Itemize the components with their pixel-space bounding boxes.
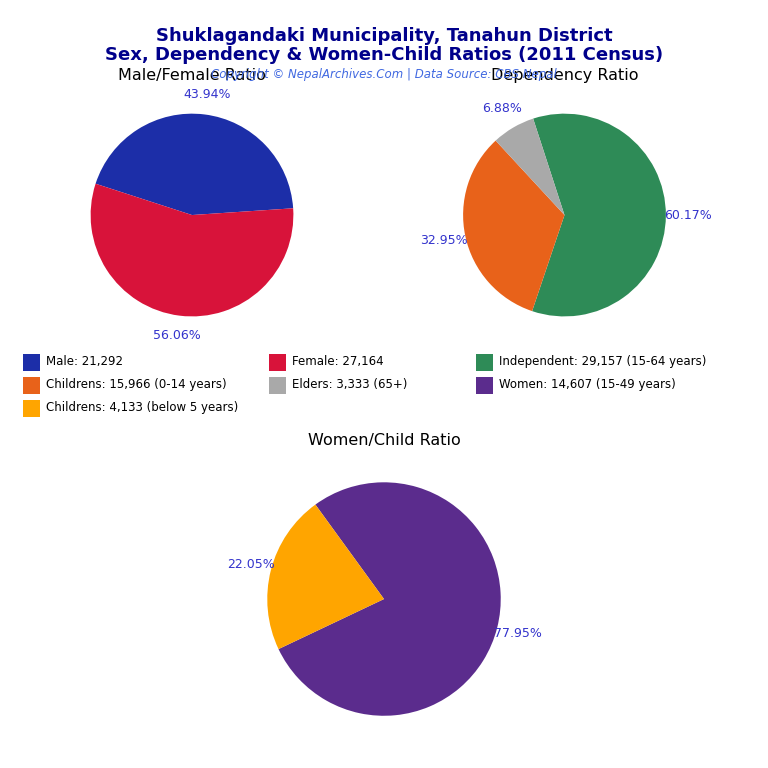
Text: 56.06%: 56.06% [153, 329, 201, 343]
Wedge shape [91, 184, 293, 316]
Title: Male/Female Ratio: Male/Female Ratio [118, 68, 266, 83]
Wedge shape [95, 114, 293, 215]
Text: Independent: 29,157 (15-64 years): Independent: 29,157 (15-64 years) [499, 355, 707, 368]
Text: Male: 21,292: Male: 21,292 [46, 355, 123, 368]
Text: Childrens: 4,133 (below 5 years): Childrens: 4,133 (below 5 years) [46, 401, 238, 414]
Text: Women: 14,607 (15-49 years): Women: 14,607 (15-49 years) [499, 378, 676, 391]
Wedge shape [279, 482, 501, 716]
Text: Elders: 3,333 (65+): Elders: 3,333 (65+) [292, 378, 407, 391]
Text: Sex, Dependency & Women-Child Ratios (2011 Census): Sex, Dependency & Women-Child Ratios (20… [105, 46, 663, 64]
Title: Dependency Ratio: Dependency Ratio [491, 68, 638, 83]
Text: 32.95%: 32.95% [420, 234, 468, 247]
Text: Shuklagandaki Municipality, Tanahun District: Shuklagandaki Municipality, Tanahun Dist… [156, 27, 612, 45]
Text: Female: 27,164: Female: 27,164 [292, 355, 383, 368]
Text: 60.17%: 60.17% [664, 209, 712, 222]
Text: 6.88%: 6.88% [482, 102, 522, 115]
Wedge shape [495, 118, 564, 215]
Text: 77.95%: 77.95% [494, 627, 541, 640]
Title: Women/Child Ratio: Women/Child Ratio [308, 433, 460, 448]
Text: Childrens: 15,966 (0-14 years): Childrens: 15,966 (0-14 years) [46, 378, 227, 391]
Text: 43.94%: 43.94% [184, 88, 230, 101]
Text: Copyright © NepalArchives.Com | Data Source: CBS Nepal: Copyright © NepalArchives.Com | Data Sou… [211, 68, 557, 81]
Text: 22.05%: 22.05% [227, 558, 274, 571]
Wedge shape [532, 114, 666, 316]
Wedge shape [267, 505, 384, 649]
Wedge shape [463, 141, 564, 311]
